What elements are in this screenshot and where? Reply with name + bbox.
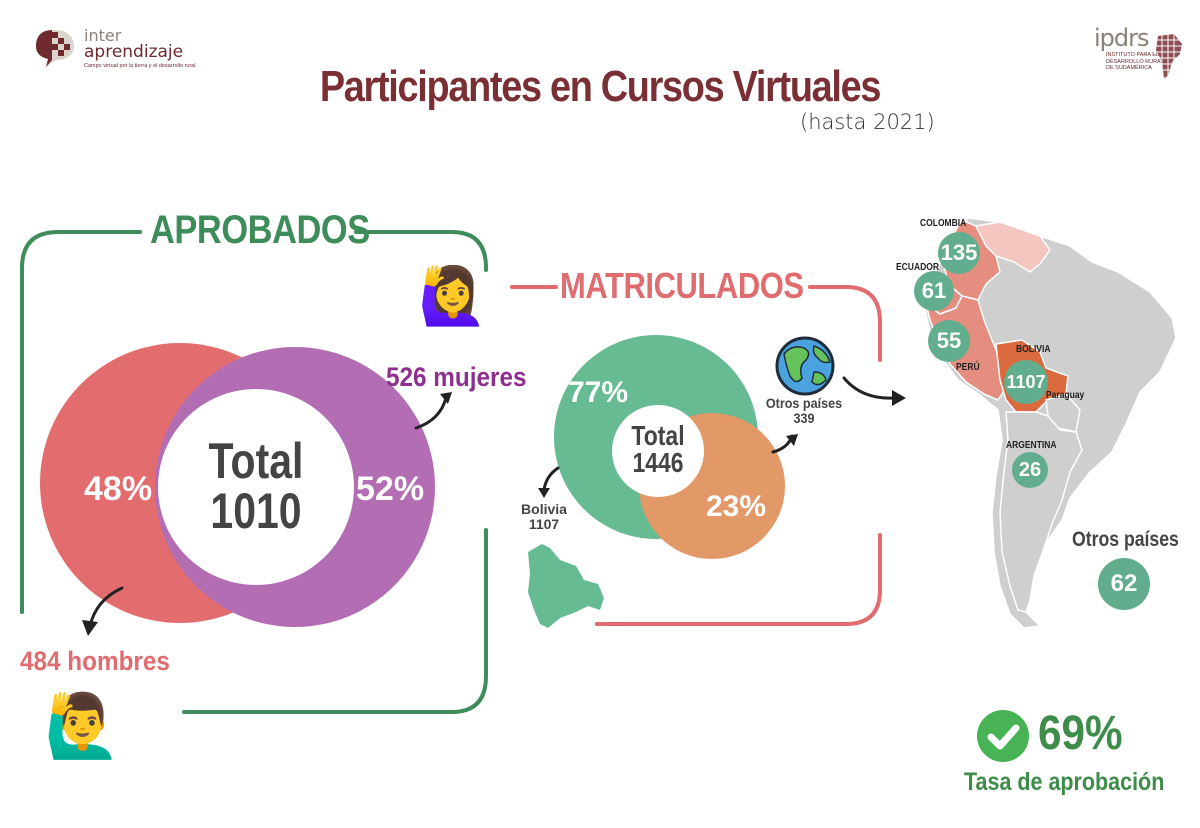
checkmark-icon bbox=[977, 710, 1029, 762]
women-count-label: 526 mujeres bbox=[386, 362, 527, 392]
ipdrs-full-name: INSTITUTO PARA EL DESARROLLO RURAL DE SU… bbox=[1106, 52, 1164, 71]
men-percentage: 48% bbox=[84, 470, 153, 508]
arrow-to-map bbox=[842, 376, 898, 400]
globe-icon bbox=[775, 336, 835, 396]
interaprendizaje-logo: inter aprendizaje Campo virtual por la t… bbox=[32, 26, 202, 72]
aprobados-total-circle bbox=[158, 389, 354, 585]
matriculados-frame bbox=[510, 285, 882, 626]
bolivia-silhouette bbox=[528, 544, 604, 628]
approval-rate-value: 69% bbox=[1038, 707, 1123, 760]
aprobados-total-value: 1010 bbox=[210, 483, 302, 539]
map-others-label: Otros países bbox=[1072, 528, 1179, 551]
badge-peru: 55 bbox=[928, 320, 970, 362]
ipdrs-name: ipdrs bbox=[1094, 24, 1150, 52]
badge-others: 62 bbox=[1098, 558, 1150, 610]
country-label-bolivia: BOLIVIA bbox=[1016, 344, 1051, 355]
ipdrs-logo: ipdrs INSTITUTO PARA EL DESARROLLO RURAL… bbox=[1094, 24, 1186, 82]
speech-bubble-logo-icon bbox=[36, 30, 74, 67]
aprobados-total-label: Total bbox=[208, 433, 304, 489]
matriculados-title: MATRICULADOS bbox=[560, 265, 804, 306]
others-enrolled: Otros países 339 bbox=[765, 395, 843, 426]
arrow-to-women bbox=[414, 396, 448, 430]
badge-argentina: 26 bbox=[1012, 452, 1048, 488]
badge-ecuador: 61 bbox=[914, 271, 954, 311]
bolivia-percentage: 77% bbox=[568, 376, 629, 409]
bolivia-enrolled: Bolivia 1107 bbox=[521, 501, 567, 532]
men-count-label: 484 hombres bbox=[20, 646, 170, 676]
approval-rate-label: Tasa de aprobación bbox=[964, 768, 1165, 796]
arrow-to-bolivia bbox=[542, 466, 560, 492]
page-subtitle: (hasta 2021) bbox=[800, 110, 935, 134]
logo-line2: aprendizaje bbox=[84, 42, 184, 62]
south-america-grid-icon bbox=[1154, 32, 1184, 80]
country-label-colombia: COLOMBIA bbox=[920, 218, 967, 229]
badge-colombia: 135 bbox=[938, 232, 980, 274]
logo-line1: inter bbox=[84, 26, 122, 45]
page-title: Participantes en Cursos Virtuales bbox=[319, 62, 882, 111]
matriculados-total-label: Total bbox=[631, 420, 685, 451]
aprobados-title: APROBADOS bbox=[150, 208, 370, 252]
matriculados-total: Total 1446 bbox=[625, 420, 691, 478]
others-percentage: 23% bbox=[706, 490, 767, 523]
country-label-ecuador: ECUADOR bbox=[896, 262, 939, 273]
country-label-paraguay: Paraguay bbox=[1046, 390, 1085, 401]
aprobados-total: Total 1010 bbox=[199, 436, 314, 536]
women-percentage: 52% bbox=[356, 470, 425, 508]
woman-raising-hand-icon: 🙋‍♀️ bbox=[418, 264, 488, 327]
matriculados-total-value: 1446 bbox=[632, 447, 684, 478]
logo-tagline: Campo virtual por la tierra y el desarro… bbox=[84, 63, 196, 69]
matriculados-total-circle bbox=[612, 405, 704, 497]
country-label-argentina: ARGENTINA bbox=[1006, 440, 1057, 451]
country-label-peru: PERÚ bbox=[956, 362, 980, 373]
aprobados-frame bbox=[20, 230, 488, 714]
man-raising-hand-icon: 🙋‍♂️ bbox=[44, 692, 122, 761]
badge-bolivia: 1107 bbox=[1004, 360, 1048, 404]
